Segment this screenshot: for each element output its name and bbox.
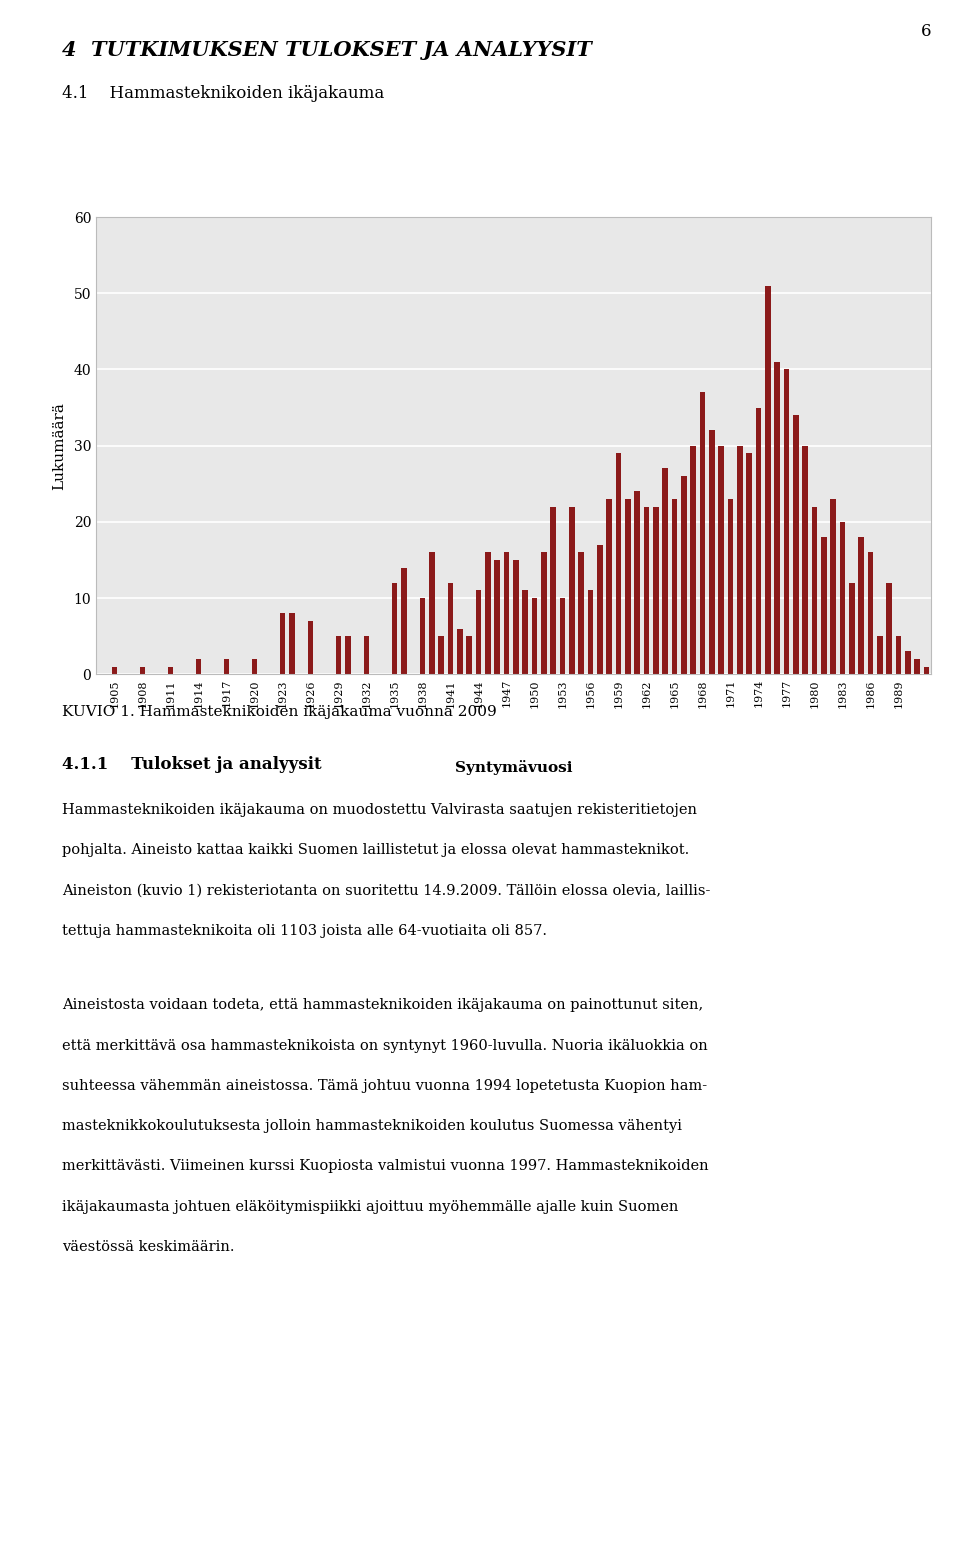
Text: Aineiston (kuvio 1) rekisteriotanta on suoritettu 14.9.2009. Tällöin elossa olev: Aineiston (kuvio 1) rekisteriotanta on s… bbox=[62, 883, 710, 897]
Bar bbox=[896, 636, 901, 674]
Text: pohjalta. Aineisto kattaa kaikki Suomen laillistetut ja elossa olevat hammastekn: pohjalta. Aineisto kattaa kaikki Suomen … bbox=[62, 843, 689, 857]
Bar bbox=[849, 583, 854, 674]
Bar bbox=[522, 591, 528, 674]
Bar bbox=[783, 369, 789, 674]
Bar bbox=[877, 636, 882, 674]
Bar bbox=[597, 544, 603, 674]
Bar bbox=[644, 507, 649, 674]
Bar bbox=[718, 446, 724, 674]
Text: 4.1    Hammasteknikoiden ikäjakauma: 4.1 Hammasteknikoiden ikäjakauma bbox=[62, 85, 385, 102]
Bar bbox=[924, 666, 929, 674]
Bar bbox=[765, 285, 771, 674]
Text: 6: 6 bbox=[921, 23, 931, 40]
Bar bbox=[467, 636, 472, 674]
Bar bbox=[840, 522, 846, 674]
Bar bbox=[615, 453, 621, 674]
Bar bbox=[728, 499, 733, 674]
Bar bbox=[494, 560, 500, 674]
Bar bbox=[812, 507, 817, 674]
Bar bbox=[579, 552, 584, 674]
Text: ikäjakaumasta johtuen eläköitymispiikki ajoittuu myöhemmälle ajalle kuin Suomen: ikäjakaumasta johtuen eläköitymispiikki … bbox=[62, 1200, 679, 1214]
Text: suhteessa vähemmän aineistossa. Tämä johtuu vuonna 1994 lopetetusta Kuopion ham-: suhteessa vähemmän aineistossa. Tämä joh… bbox=[62, 1079, 708, 1093]
Text: Hammasteknikoiden ikäjakauma on muodostettu Valvirasta saatujen rekisteritietoje: Hammasteknikoiden ikäjakauma on muodoste… bbox=[62, 803, 697, 817]
Text: Syntymävuosi: Syntymävuosi bbox=[455, 760, 572, 775]
Text: että merkittävä osa hammasteknikoista on syntynyt 1960-luvulla. Nuoria ikäluokki: että merkittävä osa hammasteknikoista on… bbox=[62, 1038, 708, 1052]
Bar bbox=[514, 560, 518, 674]
Bar bbox=[803, 446, 808, 674]
Bar bbox=[690, 446, 696, 674]
Bar bbox=[364, 636, 370, 674]
Bar bbox=[653, 507, 659, 674]
Bar bbox=[569, 507, 575, 674]
Bar bbox=[504, 552, 510, 674]
Text: merkittävästi. Viimeinen kurssi Kuopiosta valmistui vuonna 1997. Hammasteknikoid: merkittävästi. Viimeinen kurssi Kuopiost… bbox=[62, 1159, 709, 1173]
Bar bbox=[915, 659, 920, 674]
Bar bbox=[532, 598, 538, 674]
Bar bbox=[793, 415, 799, 674]
Text: 4  TUTKIMUKSEN TULOKSET JA ANALYYSIT: 4 TUTKIMUKSEN TULOKSET JA ANALYYSIT bbox=[62, 40, 592, 60]
Bar bbox=[830, 499, 836, 674]
Bar bbox=[709, 431, 714, 674]
Bar bbox=[112, 666, 117, 674]
Bar bbox=[420, 598, 425, 674]
Bar bbox=[429, 552, 435, 674]
Text: 4.1.1    Tulokset ja analyysit: 4.1.1 Tulokset ja analyysit bbox=[62, 756, 322, 773]
Bar bbox=[485, 552, 491, 674]
Bar bbox=[905, 651, 911, 674]
Bar bbox=[439, 636, 444, 674]
Bar bbox=[737, 446, 743, 674]
Bar bbox=[401, 567, 407, 674]
Bar bbox=[868, 552, 874, 674]
Bar bbox=[681, 476, 686, 674]
Bar bbox=[550, 507, 556, 674]
Bar bbox=[279, 614, 285, 674]
Bar bbox=[775, 361, 780, 674]
Bar bbox=[392, 583, 397, 674]
Text: väestössä keskimäärin.: väestössä keskimäärin. bbox=[62, 1240, 235, 1254]
Bar bbox=[336, 636, 342, 674]
Bar bbox=[672, 499, 678, 674]
Bar bbox=[858, 538, 864, 674]
Bar bbox=[662, 468, 668, 674]
Bar bbox=[140, 666, 146, 674]
Bar bbox=[252, 659, 257, 674]
Bar bbox=[635, 491, 640, 674]
Bar bbox=[607, 499, 612, 674]
Bar bbox=[588, 591, 593, 674]
Bar bbox=[457, 629, 463, 674]
Bar bbox=[289, 614, 295, 674]
Text: KUVIO 1. Hammasteknikoiden ikäjakauma vuonna 2009: KUVIO 1. Hammasteknikoiden ikäjakauma vu… bbox=[62, 705, 497, 719]
Text: masteknikkokoulutuksesta jolloin hammasteknikoiden koulutus Suomessa vähentyi: masteknikkokoulutuksesta jolloin hammast… bbox=[62, 1119, 683, 1133]
Bar bbox=[476, 591, 481, 674]
Bar bbox=[541, 552, 547, 674]
Bar bbox=[821, 538, 827, 674]
Bar bbox=[308, 622, 313, 674]
Bar bbox=[447, 583, 453, 674]
Bar bbox=[168, 666, 174, 674]
Y-axis label: Lukumäärä: Lukumäärä bbox=[53, 401, 66, 490]
Bar bbox=[747, 453, 752, 674]
Bar bbox=[700, 392, 706, 674]
Bar bbox=[886, 583, 892, 674]
Bar bbox=[560, 598, 565, 674]
Bar bbox=[346, 636, 350, 674]
Bar bbox=[756, 408, 761, 674]
Bar bbox=[625, 499, 631, 674]
Bar bbox=[196, 659, 202, 674]
Text: Aineistosta voidaan todeta, että hammasteknikoiden ikäjakauma on painottunut sit: Aineistosta voidaan todeta, että hammast… bbox=[62, 998, 704, 1012]
Text: tettuja hammasteknikoita oli 1103 joista alle 64-vuotiaita oli 857.: tettuja hammasteknikoita oli 1103 joista… bbox=[62, 924, 547, 938]
Bar bbox=[224, 659, 229, 674]
